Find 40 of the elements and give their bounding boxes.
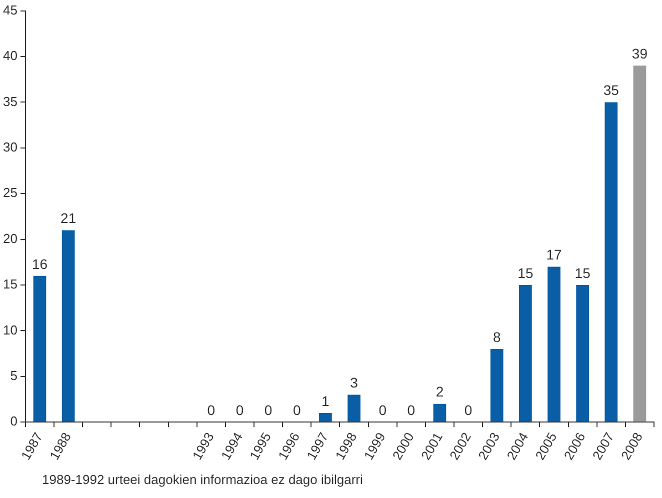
data-label: 0 (236, 402, 244, 418)
data-label: 0 (464, 402, 472, 418)
bar (348, 394, 360, 422)
text: 1989-1992 urteei dagokien informazioa ez dago ibilgarri (42, 472, 364, 487)
data-label: 0 (378, 402, 387, 418)
bar (490, 349, 504, 422)
data-label: 15 (574, 264, 591, 281)
data-label: 35 (603, 82, 620, 98)
data-label: 8 (492, 328, 501, 345)
data-label: 3 (350, 374, 358, 391)
data-label: 16 (32, 256, 48, 272)
y-tick-label: 10 (2, 322, 18, 338)
bar (548, 266, 560, 422)
data-label: 17 (546, 246, 562, 263)
bar (519, 285, 532, 422)
bar (604, 102, 618, 422)
data-label: 2 (436, 384, 444, 400)
y-tick-label: 30 (2, 139, 18, 154)
bar (633, 66, 646, 422)
data-label: 21 (60, 210, 76, 226)
y-tick-label: 0 (10, 414, 18, 429)
bar (433, 404, 446, 422)
y-tick-label: 35 (2, 94, 18, 109)
bar (319, 413, 332, 422)
y-tick-label: 45 (2, 2, 18, 18)
data-label: 15 (518, 264, 534, 281)
y-tick-label: 5 (10, 368, 18, 384)
y-tick-label: 40 (2, 48, 18, 64)
data-label: 0 (292, 402, 301, 418)
data-label: 1 (322, 392, 330, 409)
data-label: 39 (632, 46, 648, 62)
data-label: 0 (207, 402, 216, 418)
data-label: 0 (407, 402, 416, 418)
y-tick-label: 25 (2, 185, 18, 200)
data-label: 0 (264, 402, 272, 418)
bar (576, 285, 590, 422)
y-tick-label: 20 (2, 230, 18, 246)
y-tick-label: 15 (2, 276, 18, 292)
bar (62, 230, 75, 422)
bar (33, 276, 46, 422)
